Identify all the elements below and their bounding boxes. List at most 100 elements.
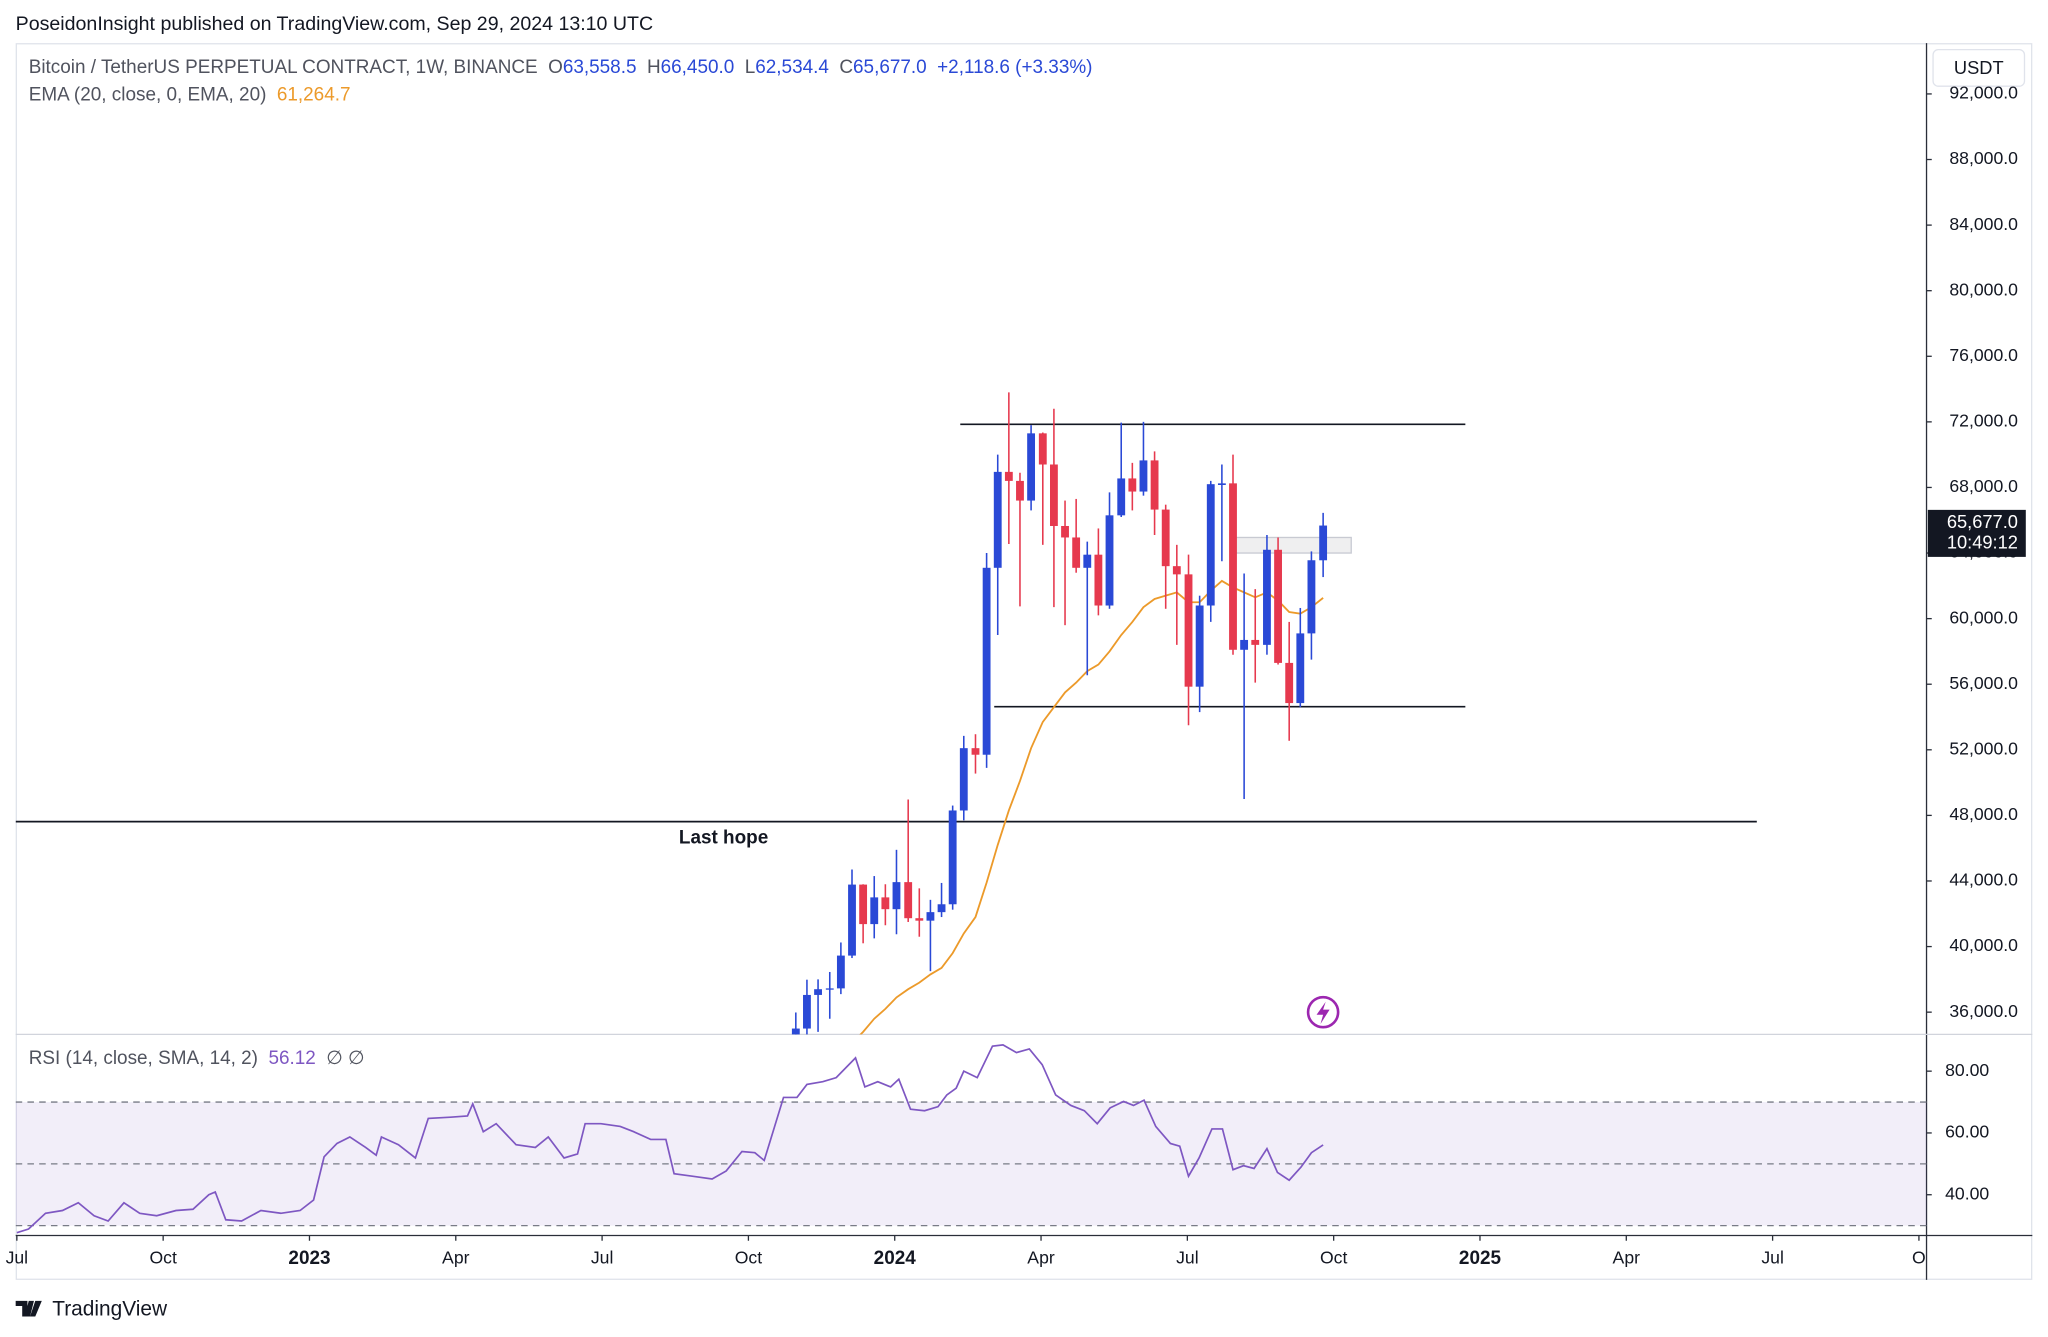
chart-frame [15, 43, 2033, 1280]
countdown-label: 10:49:12 [1947, 532, 2018, 553]
candle-body [1027, 433, 1036, 501]
candle-body [1150, 460, 1159, 510]
candle-body [1161, 509, 1170, 567]
candle-body [1061, 525, 1069, 538]
range-box [1233, 536, 1352, 554]
candle-body [848, 884, 856, 956]
price-pane: Last hope [15, 392, 1757, 1035]
candle-body [1049, 464, 1058, 526]
candle-body [1117, 478, 1126, 516]
x-tick-label: Oct [735, 1248, 763, 1268]
candle-body [892, 882, 901, 910]
ohlc-label: O [548, 57, 563, 78]
candle-body [1285, 662, 1294, 704]
x-tick-label: Jul [1176, 1248, 1199, 1268]
alert-bolt[interactable] [1316, 1001, 1330, 1024]
candle-body [1094, 554, 1103, 606]
y-tick-label: 80,000.0 [1949, 279, 2018, 299]
x-tick-label: 2025 [1459, 1248, 1501, 1269]
y-tick-label: 48,000.0 [1949, 804, 2018, 824]
candle-body [1319, 525, 1328, 561]
alert-icon[interactable] [1306, 995, 1340, 1029]
candle-body [971, 748, 980, 755]
y-tick-label: 52,000.0 [1949, 738, 2018, 758]
candle-body [836, 955, 845, 989]
currency-box[interactable] [1932, 48, 2026, 87]
rsi-pane [15, 1044, 1927, 1234]
legend-title-line: Bitcoin / TetherUS PERPETUAL CONTRACT, 1… [29, 57, 1093, 78]
candle-body [915, 918, 924, 921]
candle-body [1072, 537, 1081, 568]
y-tick-label: 44,000.0 [1949, 870, 2018, 890]
candle-body [1251, 639, 1260, 645]
x-tick-label: Oct [149, 1248, 177, 1268]
candle-body [904, 882, 913, 919]
rsi-y-tick-label: 40.00 [1945, 1183, 1989, 1203]
candle-body [881, 897, 890, 910]
y-tick-label: 36,000.0 [1949, 1001, 2018, 1021]
logo-mark [15, 1300, 42, 1317]
rsi-y-tick-label: 80.00 [1945, 1060, 1989, 1080]
candle-body [1184, 574, 1193, 687]
candle-body [791, 1028, 800, 1035]
candle-body [1240, 639, 1249, 650]
candle-body [1004, 471, 1013, 481]
ohlc-label: L [745, 57, 756, 78]
legend-change: +2,118.6 (+3.33%) [937, 57, 1092, 78]
y-tick-label: 60,000.0 [1949, 607, 2018, 627]
rsi-name: RSI (14, close, SMA, 14, 2) [29, 1048, 258, 1069]
candle-body [814, 989, 822, 995]
logo-text: TradingView [52, 1297, 168, 1320]
y-tick-label: 68,000.0 [1949, 476, 2018, 496]
candle-body [1217, 483, 1226, 485]
ema-legend: EMA (20, close, 0, EMA, 20) 61,264.7 [29, 84, 351, 105]
candle-body [982, 567, 991, 755]
candle-body [1296, 633, 1305, 704]
last-price-box [1927, 509, 2026, 557]
candle-body [1195, 605, 1204, 687]
y-tick-label: 92,000.0 [1949, 83, 2018, 103]
x-tick-label: Oct [1320, 1248, 1348, 1268]
last-price-label: 65,677.0 [1947, 511, 2018, 532]
candle-body [1139, 460, 1148, 492]
candle-body [993, 471, 1002, 568]
rsi-legend: RSI (14, close, SMA, 14, 2) 56.12 ∅ ∅ [29, 1048, 365, 1069]
candle-body [959, 748, 968, 811]
candle-body [1172, 566, 1181, 575]
ohlc-value: 62,534.4 [755, 57, 829, 78]
x-tick-label: Apr [1613, 1248, 1641, 1268]
currency-label[interactable]: USDT [1954, 57, 2004, 78]
ohlc-value: 66,450.0 [661, 57, 735, 78]
ohlc-label: C [839, 57, 853, 78]
x-tick-label: Apr [442, 1248, 470, 1268]
legend-title: Bitcoin / TetherUS PERPETUAL CONTRACT, 1… [29, 57, 538, 78]
candle-body [859, 884, 868, 925]
candle-body [1016, 480, 1024, 501]
y-tick-label: 88,000.0 [1949, 148, 2018, 168]
rsi-line [16, 1044, 1324, 1234]
line-label: Last hope [679, 828, 768, 849]
x-tick-label: Jul [591, 1248, 614, 1268]
publisher-header: PoseidonInsight published on TradingView… [16, 13, 653, 35]
y-tick-label: 40,000.0 [1949, 935, 2018, 955]
candle-body [1229, 483, 1237, 650]
ohlc-value: 65,677.0 [853, 57, 927, 78]
x-tick-label: Jul [6, 1248, 29, 1268]
x-tick-label: Apr [1027, 1248, 1055, 1268]
ohlc-value: 63,558.5 [563, 57, 637, 78]
x-tick-label: 2024 [874, 1248, 917, 1269]
y-tick-label: 56,000.0 [1949, 673, 2018, 693]
candle-body [948, 810, 957, 905]
logo: TradingView [15, 1297, 168, 1320]
y-tick-label: 76,000.0 [1949, 345, 2018, 365]
candle-body [1274, 549, 1282, 663]
ema-name: EMA (20, close, 0, EMA, 20) [29, 84, 267, 105]
candle-body [803, 994, 811, 1029]
candle-body [1206, 484, 1215, 606]
x-tick-label: Jul [1761, 1248, 1784, 1268]
rsi-y-tick-label: 60.00 [1945, 1122, 1989, 1142]
candle-body [1083, 554, 1092, 568]
rsi-value: 56.12 [268, 1048, 315, 1069]
